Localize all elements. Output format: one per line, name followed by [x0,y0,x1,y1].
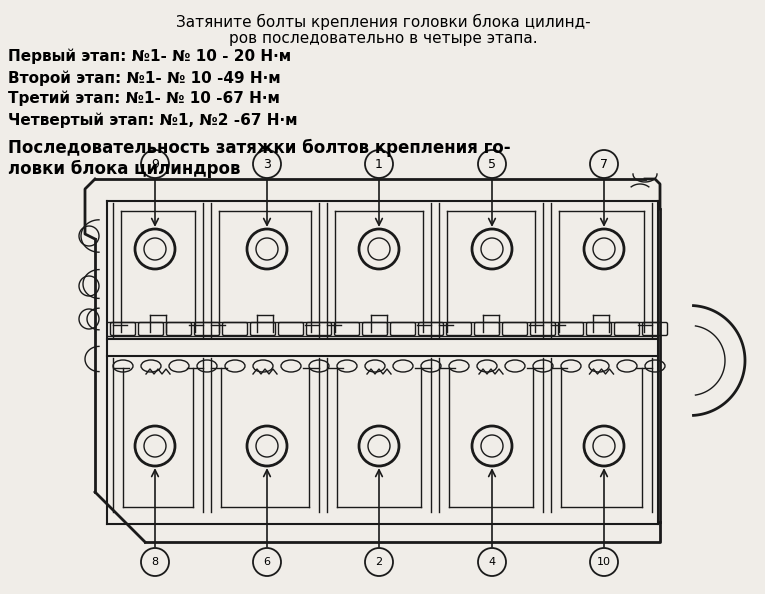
Text: 2: 2 [376,557,382,567]
FancyBboxPatch shape [587,323,611,336]
FancyBboxPatch shape [530,323,555,336]
Text: 1: 1 [375,157,383,170]
FancyBboxPatch shape [110,323,135,336]
FancyBboxPatch shape [278,323,304,336]
Text: ловки блока цилиндров: ловки блока цилиндров [8,160,240,178]
FancyBboxPatch shape [307,323,331,336]
Text: Третий этап: №1- № 10 -67 Н·м: Третий этап: №1- № 10 -67 Н·м [8,91,280,106]
FancyBboxPatch shape [418,323,444,336]
FancyBboxPatch shape [614,323,640,336]
Text: 4: 4 [488,557,496,567]
FancyBboxPatch shape [558,323,584,336]
Text: 9: 9 [151,157,159,170]
FancyBboxPatch shape [138,323,164,336]
Text: Второй этап: №1- № 10 -49 Н·м: Второй этап: №1- № 10 -49 Н·м [8,70,281,86]
FancyBboxPatch shape [223,323,248,336]
Text: 3: 3 [263,157,271,170]
FancyBboxPatch shape [474,323,500,336]
FancyBboxPatch shape [334,323,360,336]
Text: Затяните болты крепления головки блока цилинд-: Затяните болты крепления головки блока ц… [176,14,591,30]
Text: 10: 10 [597,557,611,567]
FancyBboxPatch shape [363,323,388,336]
FancyBboxPatch shape [503,323,528,336]
FancyBboxPatch shape [643,323,668,336]
FancyBboxPatch shape [194,323,220,336]
Text: 6: 6 [263,557,271,567]
FancyBboxPatch shape [390,323,415,336]
Text: 5: 5 [488,157,496,170]
FancyBboxPatch shape [167,323,191,336]
Text: ров последовательно в четыре этапа.: ров последовательно в четыре этапа. [229,31,537,46]
FancyBboxPatch shape [447,323,471,336]
Text: 8: 8 [151,557,158,567]
FancyBboxPatch shape [250,323,275,336]
Text: Четвертый этап: №1, №2 -67 Н·м: Четвертый этап: №1, №2 -67 Н·м [8,112,298,128]
Text: Последовательность затяжки болтов крепления го-: Последовательность затяжки болтов крепле… [8,139,510,157]
Text: Первый этап: №1- № 10 - 20 Н·м: Первый этап: №1- № 10 - 20 Н·м [8,49,291,65]
Text: 7: 7 [600,157,608,170]
